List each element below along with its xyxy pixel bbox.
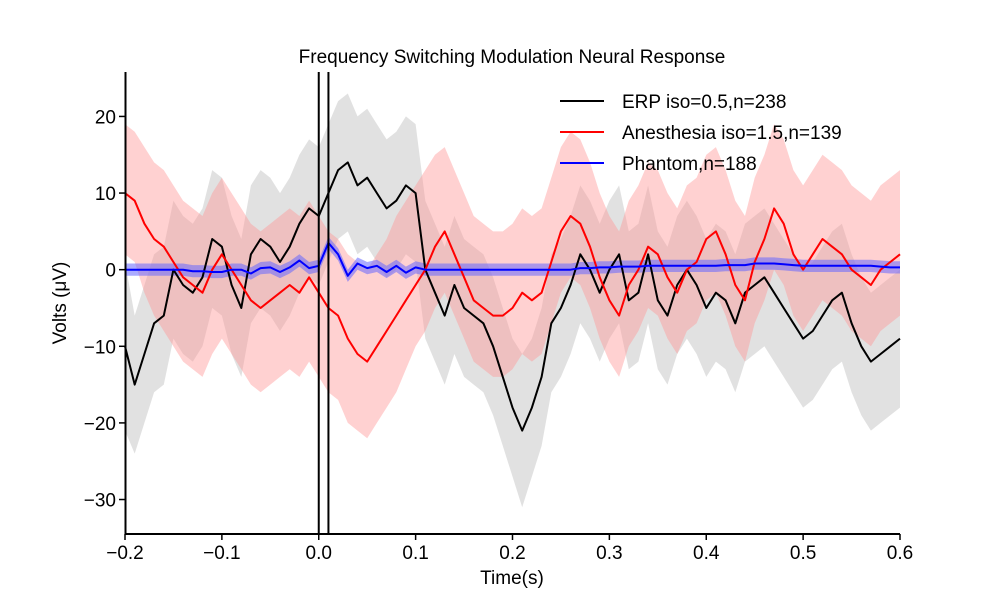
y-tick-label: −20 — [84, 414, 116, 435]
stimulus-markers — [317, 72, 330, 534]
legend-label-phantom-n-188: Phantom,n=188 — [622, 154, 757, 175]
x-tick-label: 0.6 — [887, 543, 913, 564]
y-tick-label: −10 — [84, 337, 116, 358]
x-tick-label: −0.1 — [203, 543, 241, 564]
line-anesthesia-iso-1-5-n-139 — [124, 192, 901, 363]
x-tick-label: 0.3 — [596, 543, 622, 564]
y-ticks: 20 10 0 −10 −20 −30 — [84, 107, 125, 512]
line-phantom-n-188 — [125, 241, 900, 277]
x-tick-label: 0.2 — [499, 543, 525, 564]
legend-label-anesthesia-iso-1-5-n-139: Anesthesia iso=1.5,n=139 — [622, 123, 842, 144]
y-tick-label: 0 — [105, 261, 116, 282]
x-tick-label: 0.5 — [790, 543, 816, 564]
x-tick-label: 0.0 — [306, 543, 332, 564]
y-tick-label: 10 — [95, 184, 116, 205]
legend: ERP iso=0.5,n=238 Anesthesia iso=1.5,n=13… — [560, 92, 842, 175]
y-axis-label: Volts (μV) — [50, 262, 71, 345]
series-lines — [124, 161, 901, 432]
chart-title: Frequency Switching Modulation Neural Re… — [299, 47, 726, 68]
line-erp-iso-0-5-n-238 — [124, 161, 901, 432]
confidence-bands — [125, 93, 900, 508]
x-tick-label: 0.4 — [693, 543, 720, 564]
x-axis-label: Time(s) — [480, 568, 544, 589]
x-ticks: −0.2 −0.1 0.0 0.1 0.2 0.3 0.4 0.5 0.6 — [106, 534, 913, 564]
x-tick-label: 0.1 — [402, 543, 428, 564]
y-tick-label: 20 — [95, 107, 116, 128]
y-tick-label: −30 — [84, 491, 116, 512]
legend-label-erp-iso-0-5-n-238: ERP iso=0.5,n=238 — [622, 92, 786, 113]
x-tick-label: −0.2 — [106, 543, 144, 564]
